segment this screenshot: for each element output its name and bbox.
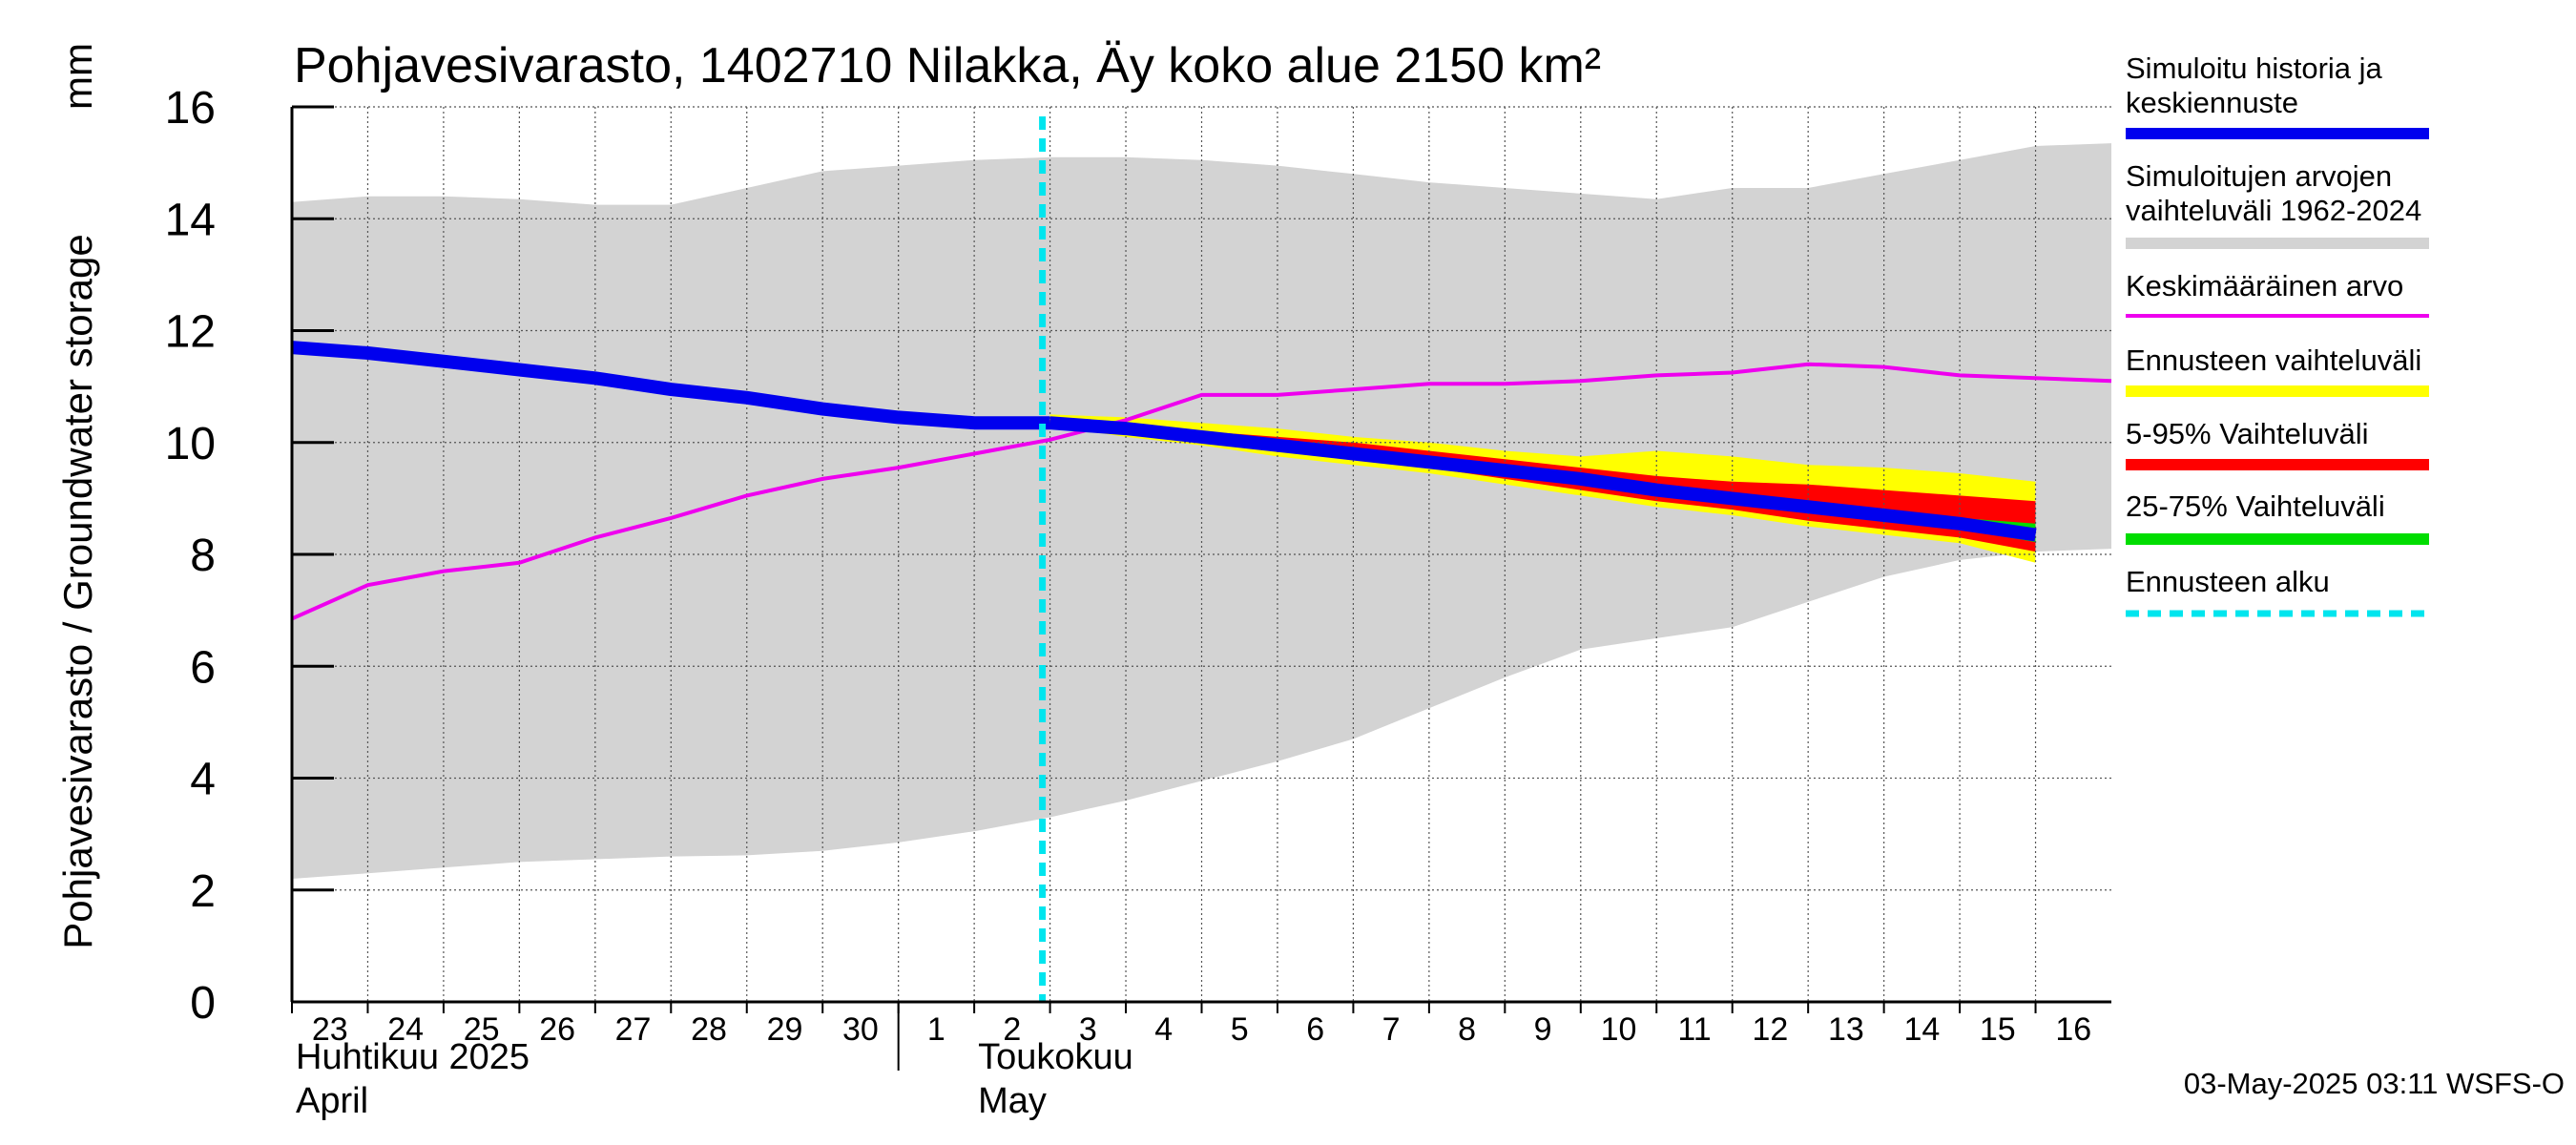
x-tick-label: 3 <box>1079 1011 1097 1048</box>
month-label: Toukokuu <box>978 1037 1133 1077</box>
legend-label: 5-95% Vaihteluväli <box>2126 417 2368 450</box>
x-tick-label: 30 <box>842 1011 879 1048</box>
x-tick-label: 2 <box>1003 1011 1021 1048</box>
x-tick-label: 27 <box>615 1011 652 1048</box>
x-tick-label: 9 <box>1534 1011 1552 1048</box>
mean-line <box>291 362 2112 621</box>
y-tick-label: 14 <box>165 195 216 245</box>
grid-lines <box>292 106 2111 1002</box>
x-tick-label: 10 <box>1601 1011 1637 1048</box>
x-tick-label: 29 <box>767 1011 803 1048</box>
y-tick-label: 6 <box>190 642 216 693</box>
x-tick-label: 25 <box>464 1011 500 1048</box>
month-label-en: May <box>978 1081 1047 1121</box>
y-tick-label: 4 <box>190 755 216 805</box>
x-tick-label: 16 <box>2055 1011 2091 1048</box>
x-tick-label: 7 <box>1382 1011 1401 1048</box>
month-label: Huhtikuu 2025 <box>296 1037 530 1077</box>
x-tick-label: 11 <box>1677 1011 1711 1048</box>
y-tick-label: 2 <box>190 866 216 917</box>
legend-label: Keskimääräinen arvo <box>2126 269 2403 302</box>
x-tick-label: 14 <box>1903 1011 1940 1048</box>
legend-label: Simuloitu historia ja <box>2126 52 2383 85</box>
legend-label: keskiennuste <box>2126 86 2298 119</box>
x-tick-label: 24 <box>387 1011 424 1048</box>
series-lines <box>291 116 2112 1002</box>
y-axis-unit: mm <box>55 43 100 110</box>
legend-label: Ennusteen alku <box>2126 565 2330 598</box>
x-tick-label: 13 <box>1828 1011 1864 1048</box>
x-tick-label: 12 <box>1753 1011 1789 1048</box>
x-tick-label: 8 <box>1458 1011 1476 1048</box>
legend-label: vaihteluväli 1962-2024 <box>2126 194 2421 227</box>
x-tick-label: 4 <box>1154 1011 1173 1048</box>
y-tick-label: 8 <box>190 531 216 581</box>
x-tick-label: 23 <box>312 1011 348 1048</box>
forecast-median-line <box>1049 416 2037 542</box>
x-tick-label: 6 <box>1306 1011 1324 1048</box>
month-label-en: April <box>296 1081 368 1121</box>
y-tick-label: 12 <box>165 307 216 358</box>
x-tick-label: 5 <box>1231 1011 1249 1048</box>
y-axis-label: Pohjavesivarasto / Groundwater storage <box>55 234 100 948</box>
legend-label: Ennusteen vaihteluväli <box>2126 344 2421 377</box>
simulated-history-line <box>291 341 1050 430</box>
y-tick-label: 16 <box>165 83 216 134</box>
y-tick-label: 10 <box>165 419 216 469</box>
chart-title: Pohjavesivarasto, 1402710 Nilakka, Äy ko… <box>294 38 1601 94</box>
x-tick-label: 1 <box>927 1011 945 1048</box>
timestamp: 03-May-2025 03:11 WSFS-O <box>2184 1067 2565 1100</box>
x-tick-label: 26 <box>539 1011 575 1048</box>
x-tick-label: 28 <box>691 1011 727 1048</box>
x-tick-label: 15 <box>1980 1011 2016 1048</box>
y-tick-label: 0 <box>190 978 216 1029</box>
legend-label: Simuloitujen arvojen <box>2126 159 2392 193</box>
legend-label: 25-75% Vaihteluväli <box>2126 489 2385 523</box>
